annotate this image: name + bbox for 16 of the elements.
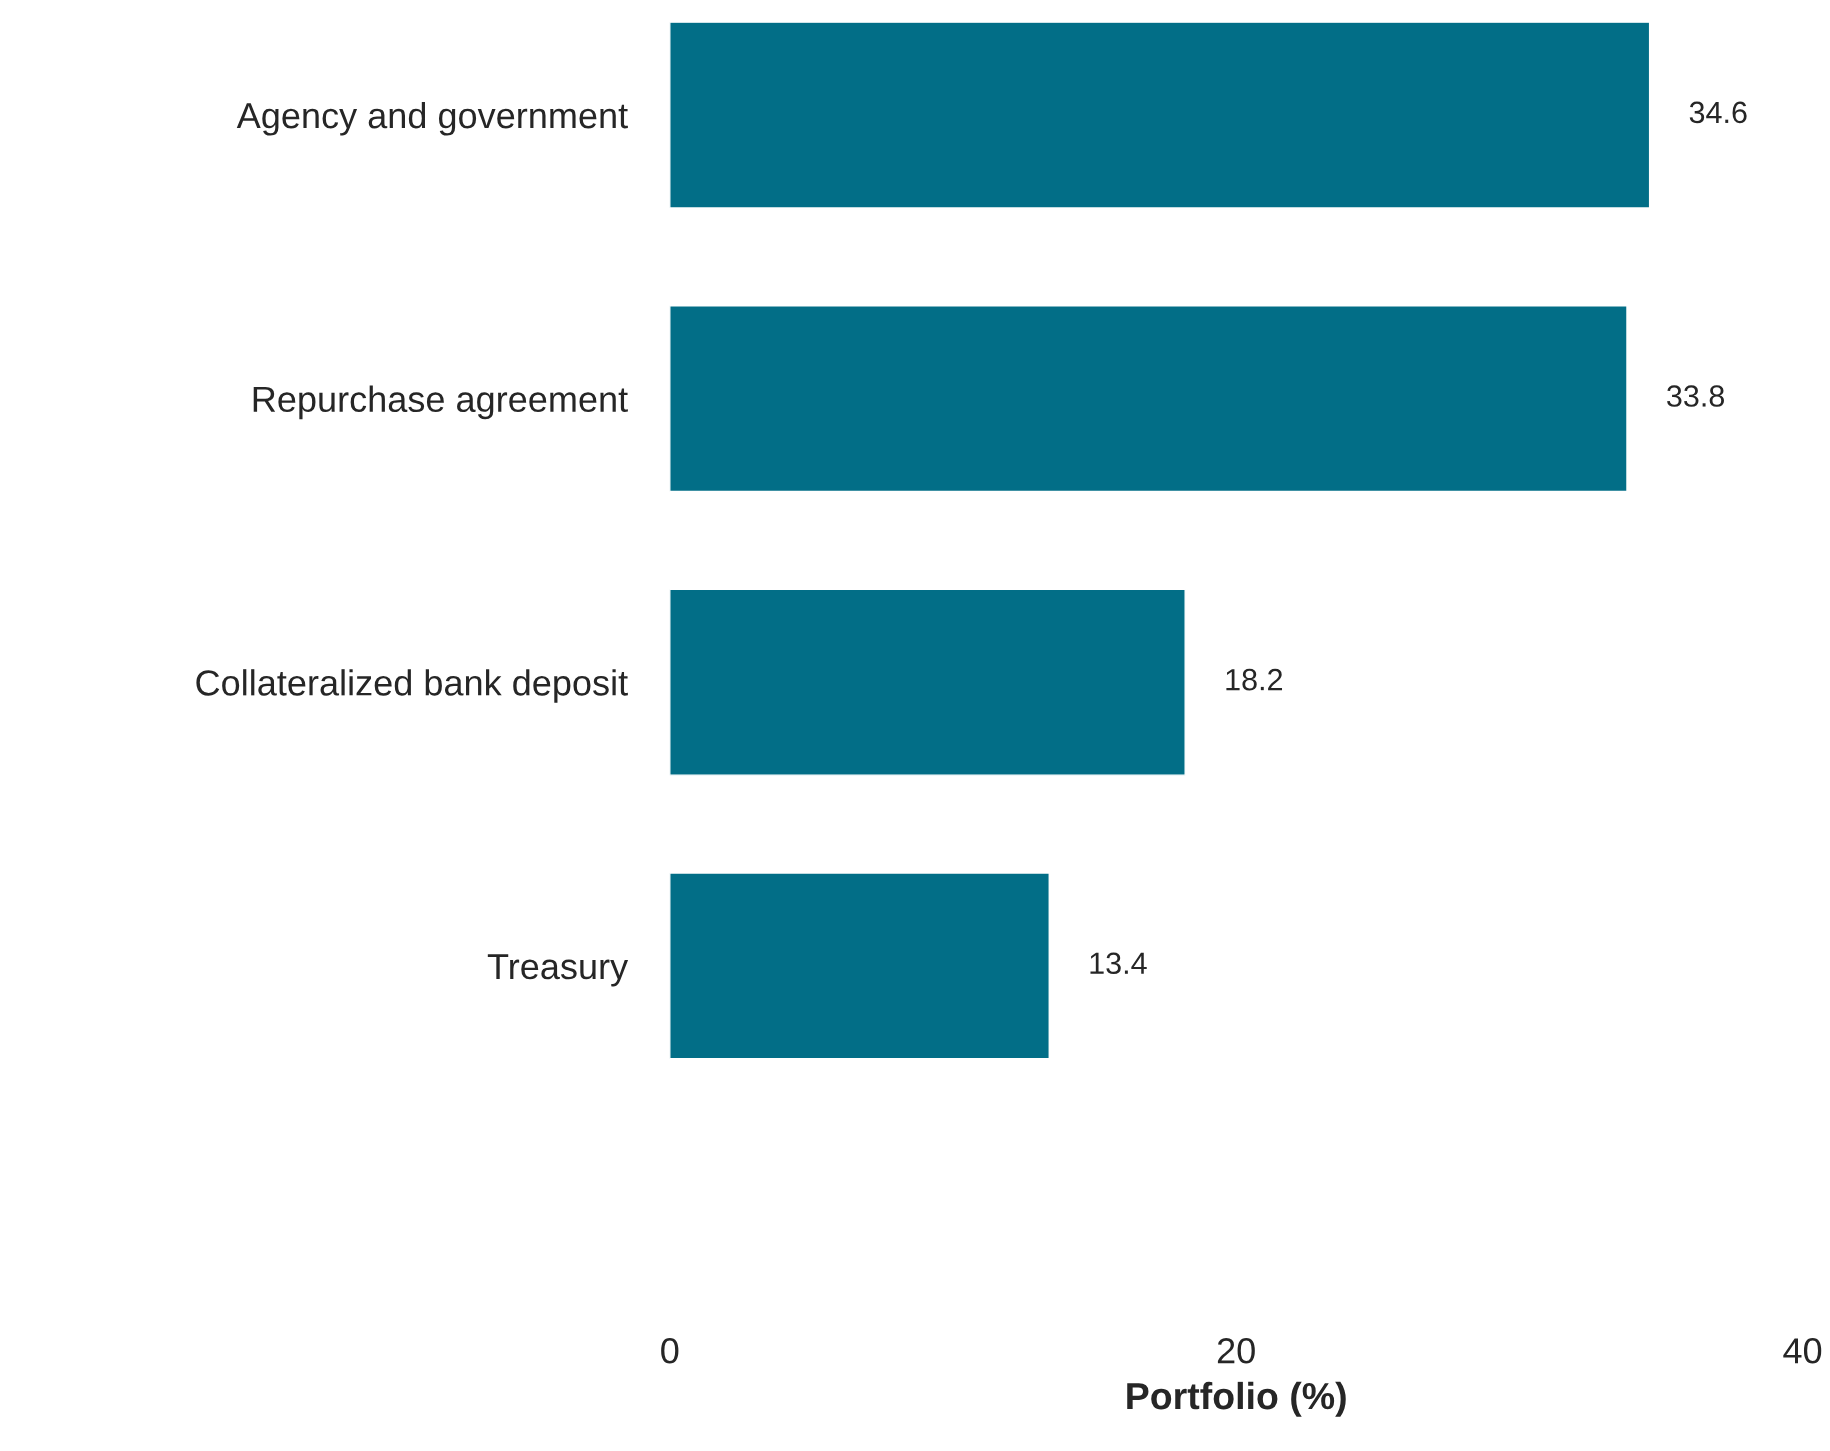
x-tick-label: 40 <box>1783 1338 1822 1364</box>
x-axis-title: Portfolio (%) <box>1127 1381 1346 1417</box>
y-tick-label: Agency and government <box>236 101 628 136</box>
y-tick-label: Collateralized bank deposit <box>196 669 628 703</box>
bar <box>669 21 1651 209</box>
x-tick-label: 0 <box>661 1338 679 1364</box>
data-label: 13.4 <box>1090 952 1147 975</box>
bar <box>669 305 1628 493</box>
data-label: 33.8 <box>1667 385 1724 407</box>
bar <box>669 588 1186 776</box>
bar <box>669 872 1050 1060</box>
y-tick-label: Repurchase agreement <box>253 385 628 420</box>
y-tick-label: Treasury <box>487 954 629 987</box>
data-label: 18.2 <box>1226 668 1283 691</box>
x-tick-label: 20 <box>1217 1338 1255 1364</box>
data-label: 34.6 <box>1689 101 1747 124</box>
